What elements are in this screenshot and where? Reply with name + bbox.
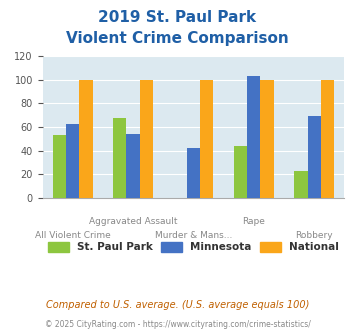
Text: Compared to U.S. average. (U.S. average equals 100): Compared to U.S. average. (U.S. average … [46,300,309,310]
Text: Aggravated Assault: Aggravated Assault [89,217,178,226]
Text: Violent Crime Comparison: Violent Crime Comparison [66,31,289,46]
Bar [247,76,261,198]
Bar [294,171,307,198]
Legend: St. Paul Park, Minnesota, National: St. Paul Park, Minnesota, National [44,238,343,257]
Text: 2019 St. Paul Park: 2019 St. Paul Park [98,10,257,25]
Text: All Violent Crime: All Violent Crime [35,231,111,240]
Bar [140,80,153,198]
Text: Murder & Mans...: Murder & Mans... [155,231,232,240]
Text: Robbery: Robbery [295,231,333,240]
Bar [200,80,213,198]
Text: Rape: Rape [242,217,265,226]
Bar [187,148,200,198]
Bar [80,80,93,198]
Bar [321,80,334,198]
Bar [307,116,321,198]
Bar [261,80,274,198]
Text: © 2025 CityRating.com - https://www.cityrating.com/crime-statistics/: © 2025 CityRating.com - https://www.city… [45,320,310,329]
Bar [113,117,126,198]
Bar [66,123,80,198]
Bar [126,134,140,198]
Bar [234,146,247,198]
Bar [53,135,66,198]
